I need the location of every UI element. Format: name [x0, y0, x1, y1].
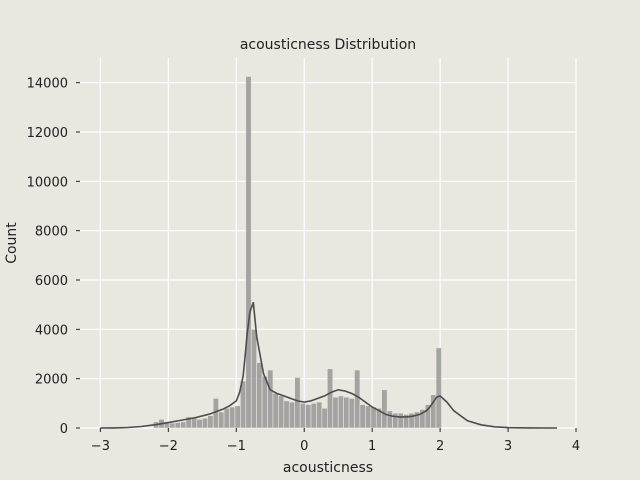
x-tick-label: −1	[227, 439, 246, 454]
histogram-bar	[250, 329, 257, 429]
y-tick-label: 8000	[35, 225, 68, 240]
histogram-bar	[370, 406, 377, 429]
x-tick-label: −3	[91, 439, 110, 454]
histogram-bar	[229, 406, 236, 429]
histogram-bar	[435, 347, 442, 429]
histogram-bar	[359, 404, 366, 429]
chart-title: acousticness Distribution	[240, 37, 416, 53]
x-tick-label: 3	[504, 439, 512, 454]
y-tick-label: 2000	[35, 373, 68, 388]
histogram-bar	[272, 393, 279, 429]
histogram-bar	[191, 417, 198, 429]
histogram-bar	[245, 76, 252, 429]
histogram-bar	[202, 417, 209, 429]
y-axis-ticks: 0 2000 4000 6000 8000 10000 12000 14000	[27, 77, 80, 437]
kde-curve	[100, 301, 557, 429]
histogram-bar	[261, 375, 268, 429]
histogram-bar	[365, 405, 372, 429]
histogram-bar	[354, 369, 361, 429]
plot-background	[80, 58, 576, 428]
histogram-bar	[381, 389, 388, 429]
histogram-bar	[348, 398, 355, 429]
y-tick-label: 0	[60, 422, 68, 437]
y-tick-label: 14000	[27, 77, 68, 92]
histogram-bar	[332, 396, 339, 429]
x-tick-label: 0	[300, 439, 308, 454]
y-axis-label: Count	[4, 222, 20, 264]
histogram-bar	[305, 404, 312, 429]
histogram-bars	[153, 76, 442, 429]
y-tick-label: 12000	[27, 126, 68, 141]
y-tick-label: 10000	[27, 175, 68, 190]
histogram-bar	[169, 422, 176, 429]
histogram-bar	[316, 401, 323, 429]
histogram-bar	[283, 400, 290, 429]
histogram-bar	[386, 410, 393, 429]
histogram-bar	[256, 362, 263, 429]
histogram-bar	[278, 395, 285, 429]
x-tick-label: 2	[436, 439, 444, 454]
histogram-bar	[180, 421, 187, 429]
histogram-bar	[174, 422, 181, 429]
y-tick-label: 4000	[35, 323, 68, 338]
x-tick-label: −2	[159, 439, 178, 454]
histogram-bar	[267, 369, 274, 429]
histogram-bar	[392, 412, 399, 429]
histogram-bar	[397, 412, 404, 429]
y-tick-label: 6000	[35, 274, 68, 289]
histogram-bar	[310, 403, 317, 429]
histogram-bar	[196, 419, 203, 429]
x-axis-label: acousticness	[283, 460, 373, 476]
histogram-bar	[294, 377, 301, 429]
histogram-bar	[207, 415, 214, 429]
x-axis-ticks: −3 −2 −1 0 1 2 3 4	[91, 428, 580, 454]
x-tick-label: 1	[368, 439, 376, 454]
histogram-bar	[218, 411, 225, 429]
histogram-bar	[299, 403, 306, 429]
histogram-bar	[343, 396, 350, 429]
histogram-bar	[288, 401, 296, 429]
x-tick-label: 4	[572, 439, 580, 454]
histogram-bar	[337, 395, 344, 429]
histogram-bar	[321, 407, 328, 429]
histogram-bar	[223, 407, 230, 429]
histogram-bar	[234, 405, 241, 429]
histogram-bar	[327, 368, 334, 429]
